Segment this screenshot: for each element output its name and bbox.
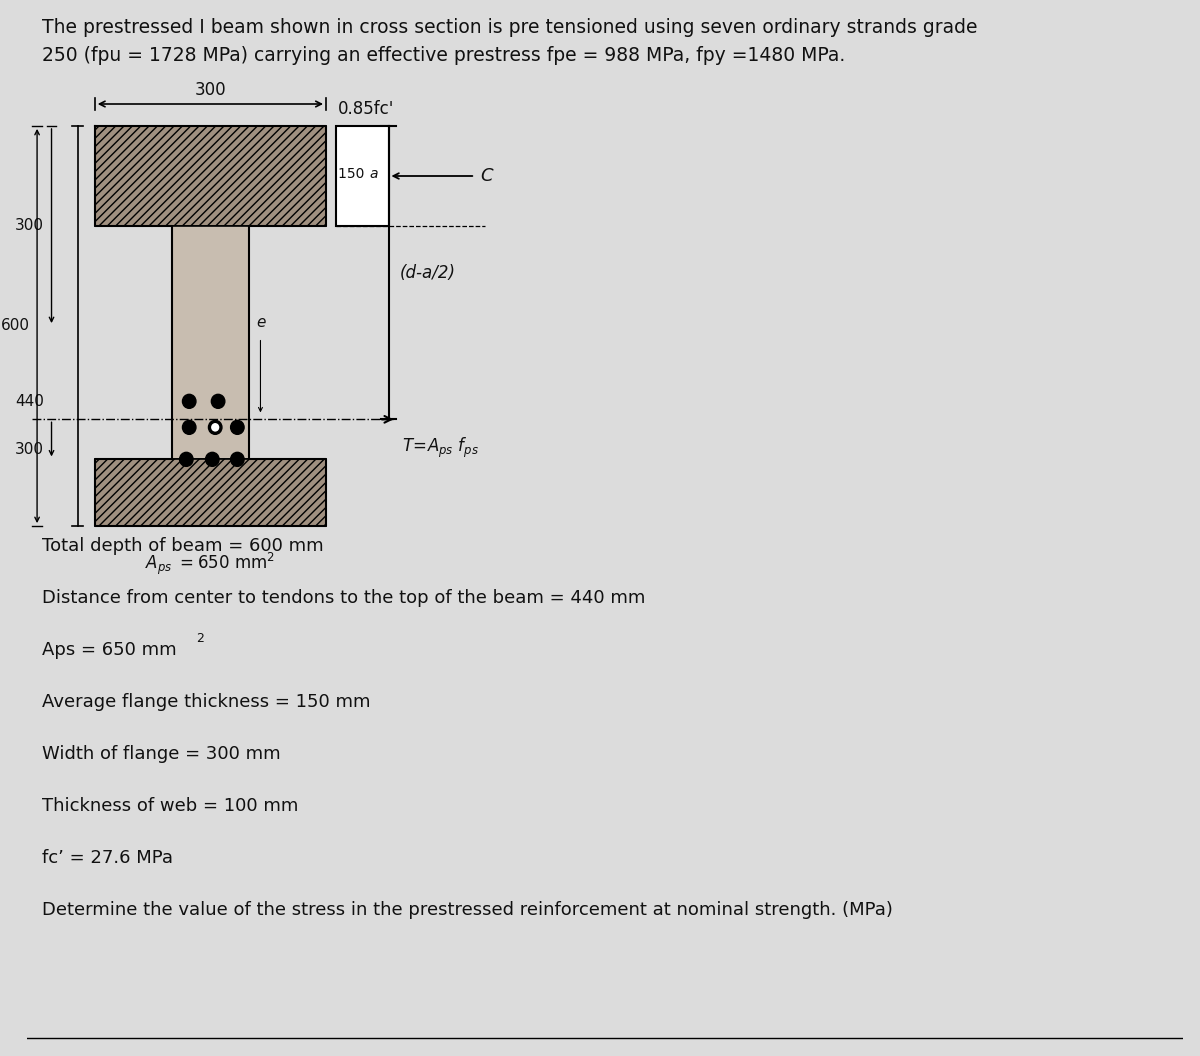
Text: $A_{ps}\ =650\ \mathrm{mm}^2$: $A_{ps}\ =650\ \mathrm{mm}^2$ [145,551,275,578]
Text: The prestressed I beam shown in cross section is pre tensioned using seven ordin: The prestressed I beam shown in cross se… [42,18,977,37]
Circle shape [230,420,244,434]
Text: Determine the value of the stress in the prestressed reinforcement at nominal st: Determine the value of the stress in the… [42,901,893,919]
Text: 0.85fc': 0.85fc' [337,100,394,118]
Text: 2: 2 [196,631,204,644]
Text: e: e [257,315,266,331]
Text: Distance from center to tendons to the top of the beam = 440 mm: Distance from center to tendons to the t… [42,589,646,607]
Bar [95,459,326,526]
Text: 150: 150 [338,167,373,181]
Bar [172,226,248,459]
Text: 300: 300 [14,219,44,233]
Text: a: a [370,167,378,181]
Text: (d-a/2): (d-a/2) [400,264,456,282]
Text: fc’ = 27.6 MPa: fc’ = 27.6 MPa [42,849,173,867]
Text: 300: 300 [194,81,227,99]
Text: 300: 300 [14,441,44,457]
Circle shape [230,452,244,467]
Circle shape [210,422,220,432]
Circle shape [180,452,193,467]
Bar [95,126,326,226]
Circle shape [182,394,196,409]
Text: Width of flange = 300 mm: Width of flange = 300 mm [42,744,281,763]
Bar [336,126,389,226]
Circle shape [205,452,220,467]
Text: Aps = 650 mm: Aps = 650 mm [42,641,176,659]
Text: Thickness of web = 100 mm: Thickness of web = 100 mm [42,797,299,815]
Text: Total depth of beam = 600 mm: Total depth of beam = 600 mm [42,538,324,555]
Text: C: C [480,167,493,185]
Text: $T\!=\!A_{ps}\ f_{ps}$: $T\!=\!A_{ps}\ f_{ps}$ [402,435,479,459]
Circle shape [182,420,196,434]
Text: Average flange thickness = 150 mm: Average flange thickness = 150 mm [42,693,371,711]
Text: 250 (fpu = 1728 MPa) carrying an effective prestress fpe = 988 MPa, fpy =1480 MP: 250 (fpu = 1728 MPa) carrying an effecti… [42,46,845,65]
Circle shape [209,420,222,434]
Circle shape [211,394,224,409]
Text: 440: 440 [14,394,44,410]
Text: 600: 600 [0,319,29,334]
